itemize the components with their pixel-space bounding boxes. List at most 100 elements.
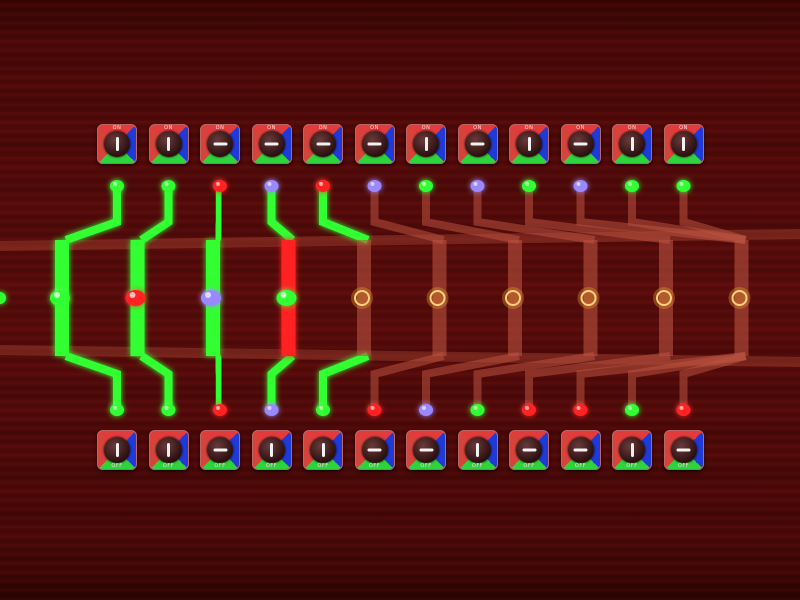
bulb-ring <box>354 290 370 306</box>
led-body <box>110 180 124 192</box>
top-wire <box>64 186 121 244</box>
top-toggle-switch[interactable]: ON <box>560 124 601 164</box>
led-indicator <box>316 180 330 192</box>
switch-knob[interactable] <box>258 437 285 463</box>
switch-lever-icon <box>522 448 536 452</box>
switch-knob[interactable] <box>464 131 491 157</box>
bottom-toggle-switch[interactable]: OFF <box>612 430 652 470</box>
led-indicator <box>625 404 639 416</box>
top-toggle-switch[interactable]: ON <box>354 124 395 164</box>
led-body <box>419 180 433 192</box>
bulb-off <box>426 287 449 309</box>
top-toggle-switch[interactable]: ON <box>406 124 446 164</box>
led-highlight <box>422 182 426 186</box>
bottom-toggle-switch[interactable]: OFF <box>251 430 292 470</box>
led-indicator <box>676 404 691 416</box>
bottom-toggle-switch[interactable]: OFF <box>303 430 343 470</box>
top-toggle-switch[interactable]: ON <box>303 124 343 164</box>
switch-knob[interactable] <box>104 437 130 463</box>
led-indicator <box>367 180 382 192</box>
bottom-toggle-switch[interactable]: OFF <box>560 430 601 470</box>
top-toggle-switch[interactable]: ON <box>509 124 549 164</box>
top-wire <box>139 186 173 244</box>
switch-label: ON <box>164 125 173 131</box>
switch-knob[interactable] <box>670 131 697 157</box>
bulb-ring <box>656 290 672 306</box>
bottom-toggle-switch[interactable]: OFF <box>663 430 704 470</box>
bulb-lit <box>201 290 221 306</box>
switch-knob[interactable] <box>155 131 182 157</box>
switch-knob[interactable] <box>464 437 491 463</box>
switch-lever-icon <box>527 137 531 151</box>
switch-knob[interactable] <box>104 131 130 157</box>
switch-knob[interactable] <box>516 131 542 157</box>
led-highlight <box>525 182 529 186</box>
switch-knob[interactable] <box>516 437 542 463</box>
bottom-wire <box>267 352 296 410</box>
switch-knob[interactable] <box>361 131 388 157</box>
bulb-body <box>50 290 70 306</box>
top-toggle-switch[interactable]: ON <box>200 124 240 164</box>
switch-knob[interactable] <box>567 437 594 463</box>
led-indicator <box>316 404 330 416</box>
bottom-toggle-switch[interactable]: OFF <box>354 430 395 470</box>
switch-lever-icon <box>630 137 634 151</box>
led-highlight <box>113 182 117 186</box>
top-toggle-switch[interactable]: ON <box>251 124 292 164</box>
top-wire <box>679 186 747 244</box>
led-body <box>161 404 176 416</box>
switch-knob[interactable] <box>310 437 336 463</box>
bottom-toggle-switch[interactable]: OFF <box>457 430 498 470</box>
led-indicator <box>676 180 691 192</box>
top-wire <box>525 186 671 244</box>
switch-knob[interactable] <box>670 437 697 463</box>
top-toggle-switch[interactable]: ON <box>457 124 498 164</box>
switch-knob[interactable] <box>155 437 182 463</box>
bottom-wire <box>139 352 173 410</box>
switch-knob[interactable] <box>361 437 388 463</box>
switch-knob[interactable] <box>258 131 285 157</box>
bottom-wire <box>525 352 671 410</box>
led-body <box>110 404 124 416</box>
switch-label: OFF <box>111 463 123 469</box>
led-body <box>264 404 279 416</box>
bulb-lit <box>50 290 70 306</box>
switch-label: OFF <box>368 463 381 469</box>
switch-knob[interactable] <box>207 437 233 463</box>
switch-knob[interactable] <box>619 437 645 463</box>
top-toggle-switch[interactable]: ON <box>97 124 137 164</box>
switch-knob[interactable] <box>207 131 233 157</box>
led-body <box>316 404 330 416</box>
bottom-toggle-switch[interactable]: OFF <box>509 430 549 470</box>
switch-lever-icon <box>270 443 273 457</box>
led-body <box>316 180 330 192</box>
switch-lever-icon <box>367 142 382 146</box>
switch-knob[interactable] <box>413 437 439 463</box>
led-highlight <box>113 406 117 410</box>
led-highlight <box>370 182 375 186</box>
bottom-wire <box>319 352 370 410</box>
led-body <box>573 180 588 192</box>
switch-knob[interactable] <box>567 131 594 157</box>
led-indicator <box>419 404 433 416</box>
switch-label: OFF <box>265 463 278 469</box>
bottom-toggle-switch[interactable]: OFF <box>406 430 446 470</box>
led-indicator <box>110 404 124 416</box>
bulb-lit <box>125 290 146 306</box>
top-toggle-switch[interactable]: ON <box>663 124 704 164</box>
led-indicator <box>161 404 176 416</box>
switch-lever-icon <box>573 142 588 146</box>
switch-lever-icon <box>213 142 227 146</box>
switch-label: ON <box>524 125 534 131</box>
switch-knob[interactable] <box>413 131 439 157</box>
top-toggle-switch[interactable]: ON <box>148 124 189 164</box>
bottom-toggle-switch[interactable]: OFF <box>148 430 189 470</box>
switch-knob[interactable] <box>619 131 645 157</box>
bottom-toggle-switch[interactable]: OFF <box>200 430 240 470</box>
switch-label: ON <box>627 125 637 131</box>
bottom-toggle-switch[interactable]: OFF <box>97 430 137 470</box>
switch-knob[interactable] <box>310 131 336 157</box>
bulb-body <box>125 290 146 306</box>
top-toggle-switch[interactable]: ON <box>612 124 652 164</box>
led-highlight <box>319 182 323 186</box>
